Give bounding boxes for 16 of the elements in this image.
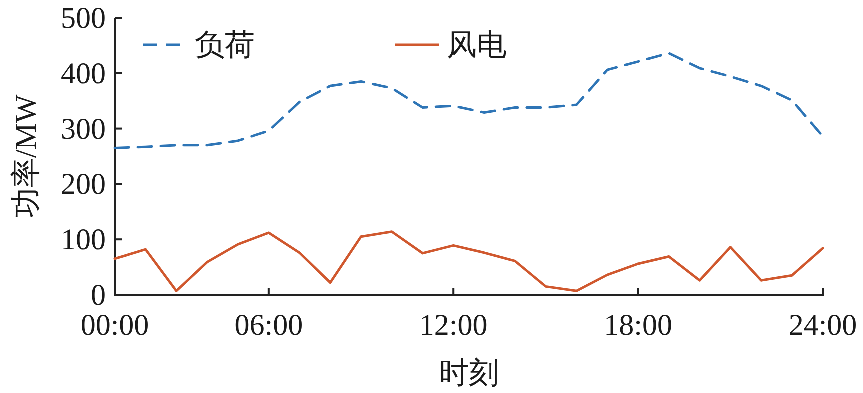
y-axis-title: 功率/MW: [10, 94, 43, 218]
x-tick-label: 24:00: [788, 309, 858, 342]
y-tick-label: 100: [61, 224, 106, 257]
y-tick-label: 200: [61, 168, 106, 202]
line-series: [114, 230, 824, 292]
x-tick-label: 00:00: [80, 309, 150, 342]
legend-label: 风电: [447, 29, 507, 62]
x-axis-title: 时刻: [439, 357, 499, 390]
x-tick-label: 12:00: [419, 309, 488, 342]
y-tick-label: 500: [61, 2, 106, 35]
x-tick-label: 06:00: [234, 309, 304, 342]
y-tick-label: 0: [91, 279, 106, 312]
y-tick-label: 300: [61, 112, 106, 146]
x-tick-label: 18:00: [604, 309, 672, 342]
legend-label: 负荷: [195, 29, 255, 62]
y-tick-label: 400: [61, 57, 106, 90]
